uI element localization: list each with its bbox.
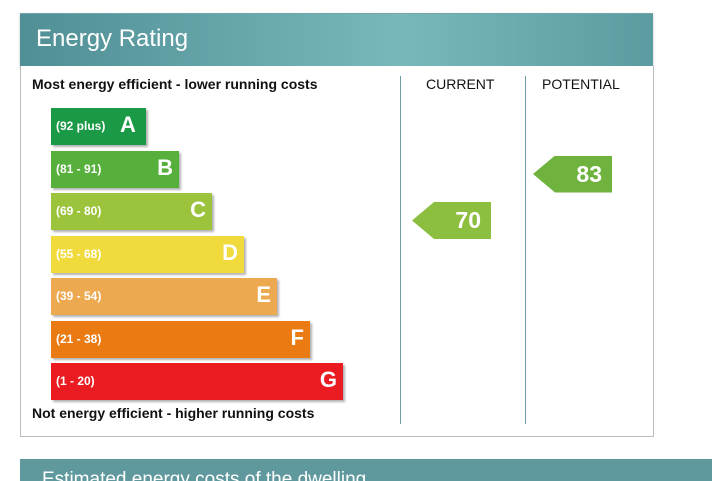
band-e: (39 - 54) E: [51, 278, 277, 315]
estimated-costs-header: Estimated energy costs of the dwelling: [20, 459, 712, 481]
footer-title: Estimated energy costs of the dwelling: [42, 469, 367, 481]
band-letter: C: [190, 197, 206, 222]
band-range-label: (1 - 20): [56, 374, 95, 388]
band-letter: G: [319, 367, 337, 392]
top-label: Most energy efficient - lower running co…: [32, 76, 318, 92]
potential-rating-arrow: 83: [533, 155, 612, 193]
column-header-potential: POTENTIAL: [542, 76, 620, 92]
band-c: (69 - 80) C: [51, 193, 212, 230]
band-letter: D: [222, 239, 238, 265]
potential-rating-value: 83: [576, 160, 602, 187]
bottom-label: Not energy efficient - higher running co…: [32, 405, 315, 421]
band-letter: A: [120, 112, 136, 137]
band-letter: E: [256, 282, 271, 307]
band-g: (1 - 20) G: [51, 363, 343, 400]
band-letter: F: [290, 324, 304, 350]
band-d: (55 - 68) D: [51, 235, 244, 273]
band-range-label: (39 - 54): [56, 289, 102, 303]
band-range-label: (81 - 91): [56, 161, 102, 176]
column-divider: [525, 76, 526, 424]
energy-rating-chart: Most energy efficient - lower running co…: [20, 66, 654, 437]
band-range-label: (69 - 80): [56, 204, 102, 218]
band-letter: B: [157, 154, 173, 180]
column-header-current: CURRENT: [426, 76, 495, 92]
band-b: (81 - 91) B: [51, 150, 179, 188]
header-title: Energy Rating: [36, 25, 189, 52]
current-rating-value: 70: [455, 207, 481, 233]
band-range-label: (55 - 68): [56, 246, 102, 261]
band-range-label: (21 - 38): [56, 331, 102, 346]
band-f: (21 - 38) F: [51, 320, 310, 358]
band-a: (92 plus) A: [51, 108, 146, 145]
band-range-label: (92 plus): [56, 119, 106, 133]
current-rating-arrow: 70: [412, 202, 491, 239]
column-divider: [400, 76, 401, 424]
energy-rating-header: Energy Rating: [20, 13, 653, 68]
